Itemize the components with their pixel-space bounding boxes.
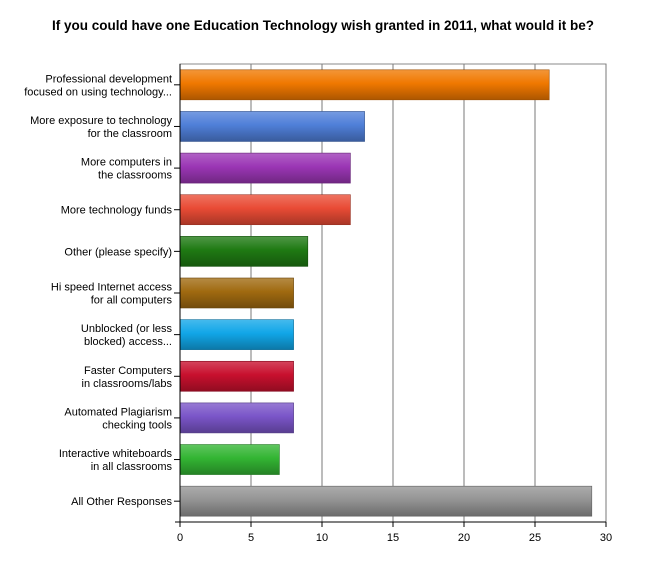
- category-label-line: focused on using technology...: [24, 86, 172, 98]
- x-tick-label: 25: [529, 532, 541, 544]
- category-label-line: Unblocked (or less: [81, 323, 173, 335]
- category-label: Interactive whiteboards in all classrooms: [59, 448, 173, 473]
- category-labels: Professional development focused on using…: [24, 73, 172, 508]
- category-label-line: in all classrooms: [91, 461, 173, 473]
- category-label-line: Faster Computers: [84, 365, 173, 377]
- category-label-line: Other (please specify): [64, 246, 172, 258]
- x-tick-label: 20: [458, 532, 470, 544]
- bar: [179, 485, 593, 517]
- bar: [179, 236, 309, 267]
- bar: [179, 402, 294, 434]
- category-label-line: for the classroom: [88, 128, 172, 140]
- category-label: Hi speed Internet access for all computer…: [51, 282, 173, 307]
- category-label: Faster Computers in classrooms/labs: [82, 365, 173, 390]
- category-label: More computers in the classrooms: [81, 157, 173, 182]
- category-label: All Other Responses: [71, 496, 172, 508]
- x-tick-label: 30: [600, 532, 612, 544]
- x-tick-label: 10: [316, 532, 328, 544]
- category-label-line: the classrooms: [98, 170, 172, 182]
- bar: [179, 111, 365, 142]
- category-label-line: Interactive whiteboards: [59, 448, 173, 460]
- category-label-line: More technology funds: [61, 205, 173, 217]
- bar: [179, 194, 351, 226]
- bar: [179, 360, 294, 392]
- category-label: More technology funds: [61, 205, 173, 217]
- bar: [179, 319, 294, 350]
- category-label-line: checking tools: [102, 419, 172, 431]
- bar: [179, 69, 550, 101]
- category-label-line: in classrooms/labs: [82, 378, 173, 390]
- category-label-line: More exposure to technology: [30, 115, 172, 127]
- bar: [179, 277, 294, 309]
- category-label: Automated Plagiarism checking tools: [64, 406, 172, 431]
- category-label-line: Hi speed Internet access: [51, 282, 173, 294]
- category-label-line: Professional development: [45, 73, 172, 85]
- x-tick-label: 15: [387, 532, 399, 544]
- category-label-line: Automated Plagiarism: [64, 406, 172, 418]
- bar: [179, 444, 280, 475]
- category-label-line: More computers in: [81, 157, 172, 169]
- category-label: Professional development focused on using…: [24, 73, 172, 98]
- bar: [179, 152, 351, 184]
- category-label: Unblocked (or less blocked) access...: [81, 323, 173, 348]
- category-label: More exposure to technology for the class…: [30, 115, 172, 140]
- chart-title: If you could have one Education Technolo…: [51, 18, 595, 33]
- category-label-line: for all computers: [91, 295, 173, 307]
- x-tick-label: 0: [177, 532, 183, 544]
- bars: [179, 69, 593, 517]
- x-tick-label: 5: [248, 532, 254, 544]
- category-label-line: blocked) access...: [84, 336, 172, 348]
- category-label-line: All Other Responses: [71, 496, 172, 508]
- axes: 0 5 10 15 20 25 30: [174, 64, 612, 544]
- category-label: Other (please specify): [64, 246, 172, 258]
